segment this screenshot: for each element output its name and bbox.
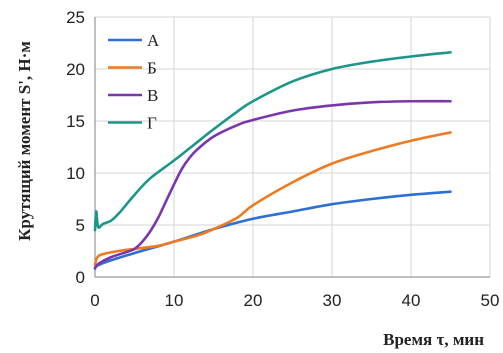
axes <box>94 17 490 278</box>
grid-lines <box>95 16 491 277</box>
x-tick-label: 40 <box>402 291 421 310</box>
tick-labels: 0 10 20 30 40 50 0 5 10 15 20 25 <box>66 8 499 310</box>
legend-label-2: Б <box>147 59 157 78</box>
y-tick-label: 0 <box>76 268 85 287</box>
y-tick-label: 5 <box>76 216 85 235</box>
y-tick-label: 20 <box>66 60 85 79</box>
x-tick-label: 20 <box>244 291 263 310</box>
x-tick-label: 30 <box>323 291 342 310</box>
series-line-1 <box>93 190 452 270</box>
series-line-4 <box>93 51 452 232</box>
series-line-2 <box>93 131 452 266</box>
x-tick-label: 10 <box>165 291 184 310</box>
y-tick-label: 25 <box>66 8 85 27</box>
series-line-3 <box>93 99 452 269</box>
y-tick-label: 10 <box>66 164 85 183</box>
legend-label-4: Г <box>147 114 157 133</box>
x-axis-title: Время τ, мин <box>383 330 484 349</box>
x-tick-label: 0 <box>90 291 99 310</box>
y-tick-label: 15 <box>66 112 85 131</box>
legend-label-3: В <box>147 86 158 105</box>
legend-label-1: А <box>147 31 160 50</box>
series-lines <box>93 51 452 270</box>
x-tick-label: 50 <box>481 291 500 310</box>
y-axis-title: Крутящий момент S', Н·м <box>15 41 34 241</box>
